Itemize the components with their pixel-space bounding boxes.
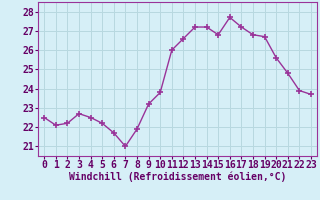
X-axis label: Windchill (Refroidissement éolien,°C): Windchill (Refroidissement éolien,°C) <box>69 172 286 182</box>
